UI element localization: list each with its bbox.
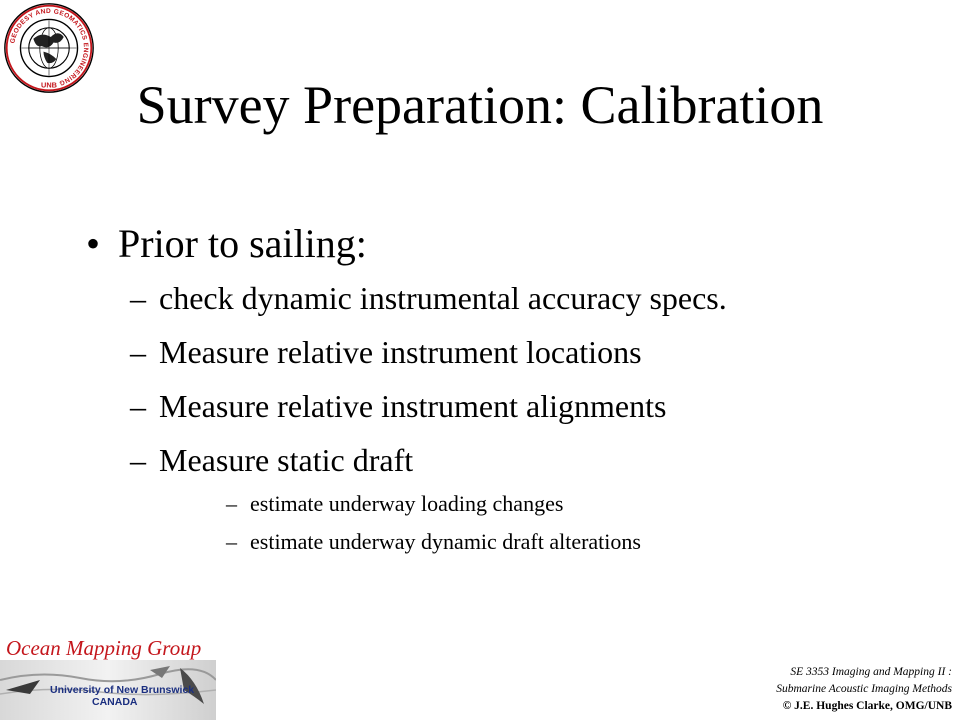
footer: SE 3353 Imaging and Mapping II : Submari… [776, 664, 952, 715]
sub-item: – Measure relative instrument alignments [130, 386, 666, 426]
omg-country: CANADA [92, 696, 138, 708]
subsub-item-text: estimate underway dynamic draft alterati… [250, 529, 641, 554]
sub-item-text: Measure relative instrument alignments [159, 388, 667, 424]
dash-mark: – [130, 334, 146, 370]
sub-item: – Measure relative instrument locations [130, 332, 642, 372]
bullet-item: • Prior to sailing: [86, 220, 367, 268]
footer-copyright: © J.E. Hughes Clarke, OMG/UNB [782, 700, 952, 712]
slide-title: Survey Preparation: Calibration [136, 75, 824, 135]
sub-item-text: check dynamic instrumental accuracy spec… [159, 280, 727, 316]
subsub-item-text: estimate underway loading changes [250, 491, 564, 516]
subsub-item: – estimate underway loading changes [226, 490, 563, 518]
dash-mark: – [226, 529, 237, 554]
seal-graphic: GEODESY AND GEOMATICS ENGINEERING UNB [4, 3, 94, 93]
unb-seal-logo: GEODESY AND GEOMATICS ENGINEERING UNB [3, 2, 95, 94]
seal-bottom-text: UNB [41, 81, 57, 90]
footer-course: SE 3353 Imaging and Mapping II : [790, 666, 952, 678]
omg-title: Ocean Mapping Group [6, 636, 202, 660]
sub-item-text: Measure relative instrument locations [159, 334, 642, 370]
dash-mark: – [130, 280, 146, 316]
bullet-text: Prior to sailing: [118, 221, 367, 266]
dash-mark: – [130, 388, 146, 424]
ocean-mapping-group-logo: Ocean Mapping Group University of New Br… [0, 636, 216, 720]
omg-university: University of New Brunswick [50, 684, 195, 696]
dash-mark: – [130, 442, 146, 478]
bullet-mark: • [86, 221, 101, 266]
sub-item: – check dynamic instrumental accuracy spe… [130, 278, 727, 318]
omg-seafloor-image [0, 660, 216, 720]
sub-item: – Measure static draft [130, 440, 413, 480]
sub-item-text: Measure static draft [159, 442, 414, 478]
dash-mark: – [226, 491, 237, 516]
footer-course-title: Submarine Acoustic Imaging Methods [776, 683, 952, 695]
subsub-item: – estimate underway dynamic draft alterat… [226, 528, 641, 556]
